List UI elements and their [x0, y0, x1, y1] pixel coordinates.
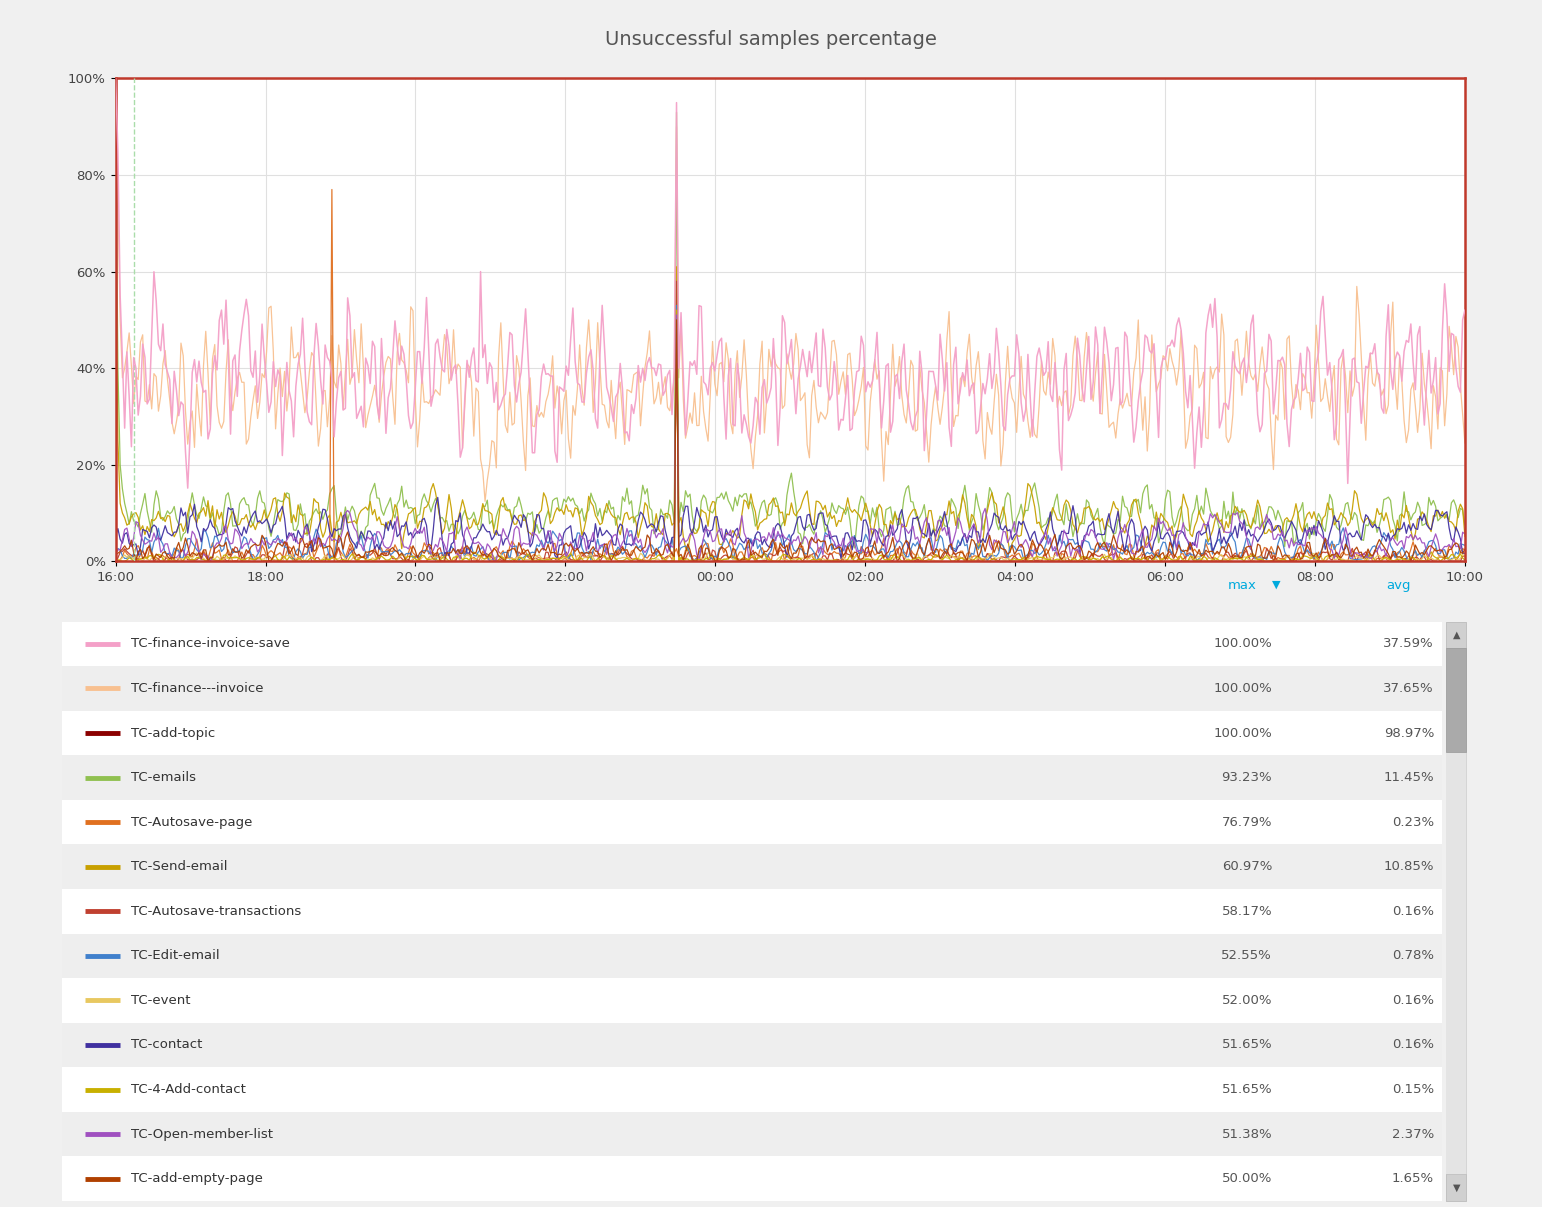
Text: 76.79%: 76.79% — [1221, 816, 1272, 829]
Text: TC-Open-member-list: TC-Open-member-list — [131, 1127, 273, 1141]
Text: 37.59%: 37.59% — [1383, 637, 1434, 651]
Text: 100.00%: 100.00% — [1214, 727, 1272, 740]
Text: TC-finance-invoice-save: TC-finance-invoice-save — [131, 637, 290, 651]
Text: 0.78%: 0.78% — [1392, 950, 1434, 962]
Text: 1.65%: 1.65% — [1392, 1172, 1434, 1185]
Text: 0.16%: 0.16% — [1392, 993, 1434, 1007]
Text: 58.17%: 58.17% — [1221, 905, 1272, 917]
Text: ▲: ▲ — [1453, 630, 1460, 640]
Text: TC-Autosave-page: TC-Autosave-page — [131, 816, 253, 829]
Text: 0.16%: 0.16% — [1392, 1038, 1434, 1051]
Text: avg: avg — [1386, 579, 1411, 593]
Text: TC-Autosave-transactions: TC-Autosave-transactions — [131, 905, 301, 917]
Text: 51.38%: 51.38% — [1221, 1127, 1272, 1141]
Text: 11.45%: 11.45% — [1383, 771, 1434, 785]
Text: 100.00%: 100.00% — [1214, 682, 1272, 695]
Text: TC-add-topic: TC-add-topic — [131, 727, 216, 740]
Text: Unsuccessful samples percentage: Unsuccessful samples percentage — [604, 30, 938, 49]
Text: TC-add-empty-page: TC-add-empty-page — [131, 1172, 264, 1185]
Text: 37.65%: 37.65% — [1383, 682, 1434, 695]
Text: TC-event: TC-event — [131, 993, 191, 1007]
Text: TC-emails: TC-emails — [131, 771, 196, 785]
Text: TC-finance---invoice: TC-finance---invoice — [131, 682, 264, 695]
Text: 2.37%: 2.37% — [1392, 1127, 1434, 1141]
Text: 52.55%: 52.55% — [1221, 950, 1272, 962]
Text: 98.97%: 98.97% — [1383, 727, 1434, 740]
Text: 52.00%: 52.00% — [1221, 993, 1272, 1007]
Text: TC-contact: TC-contact — [131, 1038, 202, 1051]
Text: 50.00%: 50.00% — [1221, 1172, 1272, 1185]
Text: 10.85%: 10.85% — [1383, 861, 1434, 873]
Text: max: max — [1227, 579, 1257, 593]
Text: ▼: ▼ — [1272, 579, 1281, 589]
Text: ▼: ▼ — [1453, 1183, 1460, 1193]
Text: 100.00%: 100.00% — [1214, 637, 1272, 651]
Text: 51.65%: 51.65% — [1221, 1038, 1272, 1051]
Text: TC-Edit-email: TC-Edit-email — [131, 950, 219, 962]
Text: 60.97%: 60.97% — [1221, 861, 1272, 873]
Text: 0.16%: 0.16% — [1392, 905, 1434, 917]
Text: TC-4-Add-contact: TC-4-Add-contact — [131, 1083, 245, 1096]
Text: 0.23%: 0.23% — [1392, 816, 1434, 829]
Text: 51.65%: 51.65% — [1221, 1083, 1272, 1096]
Text: 0.15%: 0.15% — [1392, 1083, 1434, 1096]
Text: 93.23%: 93.23% — [1221, 771, 1272, 785]
Text: TC-Send-email: TC-Send-email — [131, 861, 228, 873]
